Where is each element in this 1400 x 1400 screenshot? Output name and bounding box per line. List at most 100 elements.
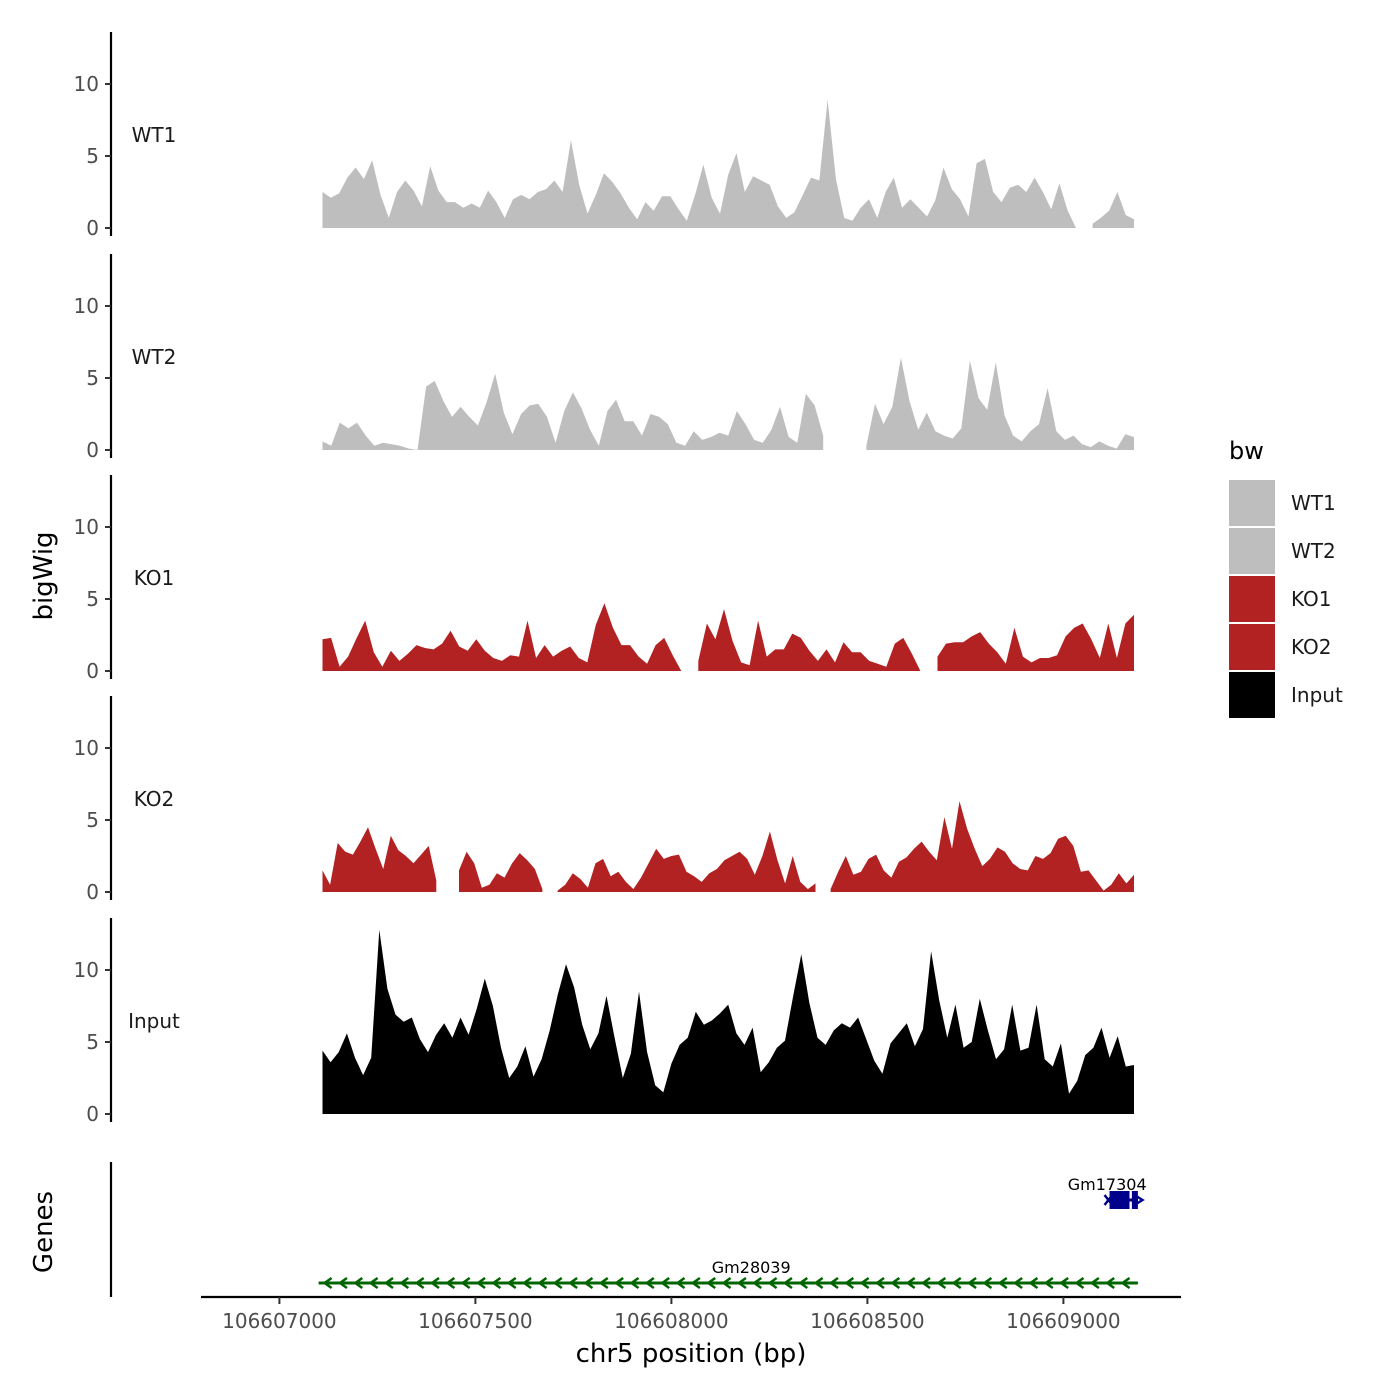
strand-arrow [660, 1276, 670, 1290]
gene-gm28039: Gm28039 [318, 1258, 1138, 1290]
strand-arrow [1089, 1276, 1100, 1290]
gene-label: Gm28039 [712, 1258, 791, 1277]
legend-swatch-wt1 [1229, 480, 1275, 526]
x-tick-label: 106607000 [222, 1309, 337, 1333]
strand-arrow [1059, 1276, 1069, 1290]
legend-label-ko1: KO1 [1291, 587, 1332, 611]
strand-arrow [644, 1276, 655, 1290]
area-wt1-segment [1092, 192, 1134, 228]
strand-arrow [353, 1276, 364, 1290]
track-input: 0 5 10 Input [74, 918, 1134, 1126]
area-ko1-segment [322, 603, 682, 671]
y-tick-label: 5 [86, 808, 99, 832]
strand-arrow [1074, 1276, 1085, 1290]
strand-arrow [429, 1276, 440, 1290]
strand-arrow [675, 1276, 686, 1290]
legend-swatch-ko2 [1229, 624, 1275, 670]
legend-label-wt2: WT2 [1291, 539, 1336, 563]
y-tick-label: 5 [86, 1030, 99, 1054]
strand-arrow [844, 1276, 855, 1290]
legend-label-wt1: WT1 [1291, 491, 1336, 515]
area-ko2-segment [459, 851, 543, 892]
area-ko2-segment [557, 831, 816, 892]
y-tick-label: 0 [86, 1102, 99, 1126]
y-tick-label: 0 [86, 216, 99, 240]
strand-arrow [997, 1276, 1008, 1290]
legend-swatch-input [1229, 672, 1275, 718]
track-ko1: 0 5 10 KO1 [74, 475, 1134, 683]
strand-arrow [414, 1276, 425, 1290]
strand-arrow [337, 1276, 348, 1290]
legend: bw WT1 WT2 KO1 KO2 Input [1229, 437, 1343, 718]
track-label-wt2: WT2 [132, 345, 177, 369]
strand-arrow [460, 1276, 471, 1290]
y-tick-label: 5 [86, 144, 99, 168]
strand-arrow [798, 1276, 809, 1290]
strand-arrow [614, 1276, 624, 1290]
strand-arrow [828, 1276, 839, 1290]
strand-arrow [567, 1276, 578, 1290]
track-wt1: 0 5 10 WT1 [74, 32, 1134, 240]
strand-arrow [629, 1276, 640, 1290]
strand-arrow [1012, 1276, 1023, 1290]
strand-arrow [521, 1276, 532, 1290]
strand-arrow [583, 1276, 594, 1290]
strand-arrow [1028, 1276, 1039, 1290]
x-axis-title: chr5 position (bp) [576, 1339, 807, 1369]
track-label-ko1: KO1 [134, 566, 175, 590]
strand-arrow [598, 1276, 609, 1290]
legend-label-ko2: KO2 [1291, 635, 1332, 659]
strand-arrow [445, 1276, 456, 1290]
strand-arrow [890, 1276, 901, 1290]
strand-arrow [368, 1276, 379, 1290]
area-input-segment [322, 929, 1134, 1114]
track-label-ko2: KO2 [134, 787, 175, 811]
strand-arrow [1105, 1276, 1115, 1290]
legend-label-input: Input [1291, 683, 1343, 707]
tracks-group: 0 5 10 WT1 0 5 10 WT2 0 5 10 KO1 0 5 10 KO2 0 5 10 Input [74, 32, 1134, 1126]
strand-arrow [1120, 1276, 1131, 1290]
area-ko2-segment [322, 827, 437, 892]
area-wt1-segment [322, 99, 1076, 228]
area-ko1-segment [937, 614, 1134, 671]
strand-arrow [905, 1276, 916, 1290]
strand-arrow [982, 1276, 993, 1290]
strand-arrow [399, 1276, 410, 1290]
area-wt2-segment [866, 357, 1134, 450]
y-tick-label: 0 [86, 438, 99, 462]
strand-arrow [966, 1276, 977, 1290]
gene-gm17304: Gm17304 [1068, 1175, 1147, 1209]
track-wt2: 0 5 10 WT2 [74, 254, 1134, 462]
y-tick-label: 10 [74, 294, 99, 318]
strand-arrow [322, 1276, 333, 1290]
strand-arrow [1133, 1193, 1145, 1207]
x-axis: 106607000 106607500 106608000 106608500 1066… [201, 1295, 1181, 1333]
strand-arrow [706, 1276, 716, 1290]
x-tick-label: 106608000 [614, 1309, 729, 1333]
strand-arrow [951, 1276, 962, 1290]
strand-arrow [721, 1276, 732, 1290]
strand-arrow [859, 1276, 870, 1290]
strand-arrow [1043, 1276, 1054, 1290]
strand-arrow [552, 1276, 563, 1290]
strand-arrow [506, 1276, 517, 1290]
strand-arrow [874, 1276, 885, 1290]
strand-arrow [920, 1276, 931, 1290]
gene-label: Gm17304 [1068, 1175, 1147, 1194]
y-tick-label: 5 [86, 587, 99, 611]
y-tick-label: 0 [86, 659, 99, 683]
y-axis-title: bigWig [29, 531, 59, 620]
x-tick-label: 106609000 [1006, 1309, 1121, 1333]
gene-panel-title: Genes [29, 1191, 59, 1273]
area-ko2-segment [830, 801, 1134, 892]
strand-arrow [1103, 1194, 1114, 1206]
x-tick-label: 106607500 [418, 1309, 533, 1333]
y-tick-label: 0 [86, 880, 99, 904]
legend-title: bw [1229, 437, 1264, 465]
x-tick-label: 106608500 [810, 1309, 925, 1333]
strand-arrow [690, 1276, 701, 1290]
strand-arrow [936, 1276, 947, 1290]
y-tick-label: 10 [74, 958, 99, 982]
strand-arrow [475, 1276, 486, 1290]
